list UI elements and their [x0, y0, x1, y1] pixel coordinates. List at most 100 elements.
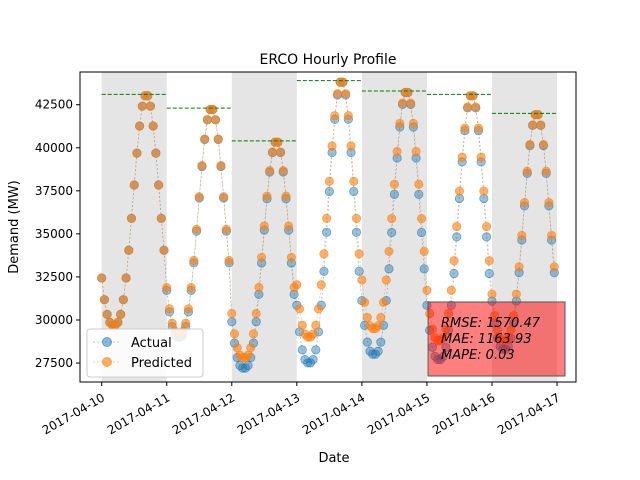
actual-point-84 [324, 186, 334, 197]
predicted-point-119 [419, 246, 429, 257]
predicted-point-21 [154, 180, 164, 190]
predicted-point-137 [468, 91, 478, 101]
predicted-point-24 [162, 283, 172, 293]
predicted-point-32 [183, 304, 194, 314]
metric-rmse: RMSE: 1570.47 [441, 316, 541, 331]
predicted-point-163 [538, 139, 549, 150]
predicted-point-13 [132, 148, 142, 158]
predicted-point-43 [213, 134, 223, 144]
predicted-point-31 [181, 318, 191, 328]
predicted-point-69 [284, 221, 294, 231]
predicted-point-63 [267, 147, 278, 157]
predicted-point-161 [533, 110, 543, 120]
predicted-point-162 [536, 120, 546, 130]
predicted-point-120 [422, 285, 432, 295]
actual-point-142 [481, 232, 492, 242]
actual-point-103 [376, 337, 386, 347]
predicted-point-83 [322, 213, 332, 224]
predicted-point-68 [281, 191, 291, 201]
actual-point-76 [303, 358, 313, 368]
actual-point-78 [308, 355, 318, 365]
predicted-point-93 [349, 176, 359, 186]
predicted-point-6 [113, 317, 123, 327]
actual-point-98 [362, 337, 372, 347]
predicted-point-20 [151, 148, 161, 158]
predicted-point-104 [378, 297, 389, 307]
predicted-point-18 [145, 101, 156, 111]
predicted-point-91 [343, 111, 353, 121]
actual-point-95 [354, 266, 364, 276]
legend: Actual Predicted [86, 328, 204, 378]
predicted-point-37 [197, 161, 207, 171]
predicted-point-106 [384, 246, 394, 257]
predicted-point-138 [471, 102, 481, 112]
actual-point-94 [351, 227, 362, 237]
predicted-point-60 [259, 221, 269, 231]
predicted-point-49 [229, 329, 240, 339]
daily-peak-lines [101, 80, 558, 142]
predicted-point-9 [121, 273, 131, 283]
axes-frame [79, 71, 577, 383]
actual-point-82 [319, 266, 329, 276]
predicted-point-87 [332, 89, 343, 99]
y-tick-label-3: 35000 [35, 227, 73, 241]
predicted-point-22 [156, 213, 166, 223]
predicted-point-81 [316, 280, 326, 290]
predicted-point-85 [327, 141, 337, 151]
predicted-point-35 [191, 224, 202, 234]
predicted-point-143 [484, 256, 494, 266]
actual-point-143 [484, 268, 494, 279]
predicted-point-157 [522, 166, 532, 176]
predicted-point-70 [286, 252, 297, 263]
predicted-point-159 [528, 120, 538, 130]
predicted-point-48 [227, 308, 237, 319]
predicted-point-38 [200, 134, 210, 144]
predicted-point-78 [308, 329, 318, 339]
predicted-point-107 [387, 213, 397, 224]
predicted-point-139 [473, 123, 484, 133]
predicted-point-82 [319, 249, 329, 259]
y-axis-label: Demand (MW) [7, 180, 22, 273]
actual-point-117 [414, 189, 424, 199]
legend-actual-label: Actual [131, 336, 172, 351]
predicted-point-57 [251, 308, 261, 319]
shading-band-2 [361, 72, 427, 382]
predicted-point-0 [97, 273, 107, 283]
legend-frame [86, 328, 204, 378]
predicted-point-72 [292, 280, 302, 290]
actual-point-119 [419, 264, 429, 274]
predicted-point-118 [416, 213, 427, 224]
predicted-point-130 [449, 256, 459, 266]
actual-point-100 [368, 349, 378, 359]
chart-title: ERCO Hourly Profile [260, 52, 397, 68]
actual-point-57 [251, 317, 261, 327]
predicted-point-14 [135, 121, 145, 131]
predicted-point-19 [148, 121, 158, 131]
actual-point-54 [243, 360, 253, 371]
predicted-point-39 [202, 115, 212, 125]
predicted-point-117 [414, 179, 424, 189]
y-tick-label-1: 30000 [35, 313, 73, 327]
predicted-point-1 [99, 295, 109, 305]
predicted-point-141 [479, 186, 489, 196]
legend-predicted-label: Predicted [131, 356, 192, 371]
predicted-point-164 [541, 166, 551, 176]
predicted-point-132 [454, 186, 465, 196]
predicted-point-66 [275, 147, 286, 157]
predicted-point-158 [525, 139, 535, 150]
predicted-point-165 [544, 197, 554, 208]
predicted-point-79 [311, 320, 321, 330]
predicted-point-84 [324, 176, 334, 186]
predicted-point-17 [143, 91, 153, 101]
predicted-point-34 [189, 255, 199, 266]
predicted-point-95 [354, 249, 364, 259]
predicted-point-105 [381, 275, 391, 285]
metrics-box: RMSE: 1570.47 MAE: 1163.93 MAPE: 0.03 [427, 301, 566, 377]
predicted-point-59 [256, 252, 267, 263]
predicted-point-153 [511, 289, 521, 299]
predicted-point-55 [246, 343, 256, 353]
predicted-point-166 [547, 230, 557, 241]
actual-point-83 [322, 227, 332, 237]
predicted-point-129 [446, 285, 456, 295]
